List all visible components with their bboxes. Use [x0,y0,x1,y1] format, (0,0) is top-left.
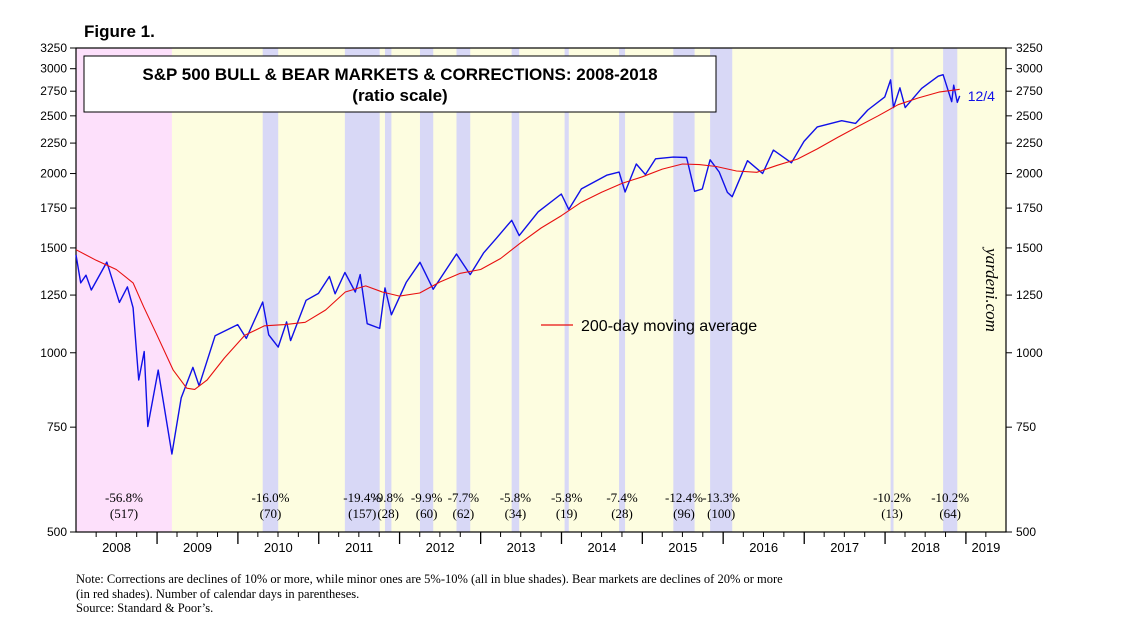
period-days-label: (60) [416,506,438,521]
y-tick-label-left: 2500 [40,109,67,123]
period-days-label: (28) [611,506,633,521]
y-tick-label-right: 500 [1016,525,1036,539]
x-tick-label: 2009 [183,540,212,555]
y-tick-label-left: 1000 [40,346,67,360]
y-tick-label-left: 3000 [40,62,67,76]
watermark: yardeni.com [982,246,1001,332]
y-tick-label-left: 2250 [40,136,67,150]
y-tick-label-right: 750 [1016,420,1036,434]
y-tick-label-right: 1000 [1016,346,1043,360]
figure-label: Figure 1. [84,22,155,41]
legend-label: 200-day moving average [581,318,757,335]
shade-correction-10 [710,48,733,532]
period-days-label: (517) [110,506,138,521]
x-tick-label: 2016 [749,540,778,555]
period-days-label: (28) [377,506,399,521]
period-pct-label: -7.7% [448,490,480,505]
shade-minor-3 [384,48,392,532]
period-days-label: (157) [348,506,376,521]
y-tick-label-left: 1750 [40,201,67,215]
period-annotations: -56.8%(517)-16.0%(70)-19.4%(157)-9.8%(28… [105,490,969,521]
axes: 500 500 750 750 1000 1000 1250 1250 1500 1500 1750… [40,41,1043,555]
x-tick-label: 2019 [971,540,1000,555]
period-pct-label: -19.4% [343,490,381,505]
period-days-label: (100) [707,506,735,521]
period-pct-label: -12.4% [665,490,703,505]
x-tick-label: 2015 [668,540,697,555]
y-tick-label-left: 2750 [40,84,67,98]
period-pct-label: -16.0% [251,490,289,505]
y-tick-label-left: 500 [47,525,67,539]
period-days-label: (62) [453,506,475,521]
moving-average-line [75,88,960,390]
shade-bear-0 [76,48,172,532]
x-tick-label: 2010 [264,540,293,555]
notes: Note: Corrections are declines of 10% or… [76,572,1076,616]
legend: 200-day moving average [541,318,757,335]
y-tick-label-right: 1750 [1016,201,1043,215]
shade-correction-1 [262,48,279,532]
shade-minor-6 [511,48,520,532]
y-tick-label-right: 3250 [1016,41,1043,55]
period-pct-label: -5.8% [551,490,583,505]
period-days-label: (96) [673,506,695,521]
period-days-label: (19) [556,506,578,521]
y-tick-label-right: 2750 [1016,84,1043,98]
y-tick-label-left: 3250 [40,41,67,55]
y-tick-label-right: 3000 [1016,62,1043,76]
shade-minor-8 [619,48,626,532]
shade-minor-4 [419,48,434,532]
x-tick-label: 2011 [345,540,373,555]
x-tick-label: 2017 [830,540,859,555]
period-pct-label: -7.4% [606,490,638,505]
chart-subtitle: (ratio scale) [352,86,447,105]
x-tick-label: 2014 [587,540,616,555]
period-days-label: (64) [939,506,961,521]
period-pct-label: -10.2% [931,490,969,505]
period-pct-label: -9.8% [372,490,404,505]
x-tick-label: 2018 [911,540,940,555]
shade-correction-12 [943,48,958,532]
note-line-1: Note: Corrections are declines of 10% or… [76,572,783,586]
y-tick-label-left: 1500 [40,241,67,255]
period-days-label: (70) [260,506,282,521]
plot-background [76,48,1006,532]
y-tick-label-right: 2250 [1016,136,1043,150]
period-pct-label: -56.8% [105,490,143,505]
shade-correction-9 [673,48,695,532]
y-tick-label-right: 2500 [1016,109,1043,123]
x-tick-label: 2012 [426,540,455,555]
shade-correction-11 [890,48,894,532]
y-tick-label-left: 1250 [40,288,67,302]
period-pct-label: -9.9% [411,490,443,505]
end-label: 12/4 [968,88,995,104]
y-tick-label-right: 1250 [1016,288,1043,302]
period-pct-label: -10.2% [873,490,911,505]
period-days-label: (13) [881,506,903,521]
y-tick-label-right: 1500 [1016,241,1043,255]
shade-minor-7 [564,48,569,532]
y-tick-label-left: 2000 [40,167,67,181]
sp500-line [75,74,961,455]
y-tick-label-right: 2000 [1016,167,1043,181]
y-tick-label-left: 750 [47,420,67,434]
period-pct-label: -5.8% [500,490,532,505]
series-lines [75,74,961,455]
source-line: Source: Standard & Poor’s. [76,601,214,615]
note-line-2: (in red shades). Number of calendar days… [76,586,360,601]
chart-title: S&P 500 BULL & BEAR MARKETS & CORRECTION… [142,65,657,84]
x-tick-label: 2008 [102,540,131,555]
period-days-label: (34) [505,506,527,521]
x-tick-label: 2013 [507,540,536,555]
shade-minor-5 [456,48,471,532]
period-pct-label: -13.3% [702,490,740,505]
title-box: S&P 500 BULL & BEAR MARKETS & CORRECTION… [83,55,717,113]
